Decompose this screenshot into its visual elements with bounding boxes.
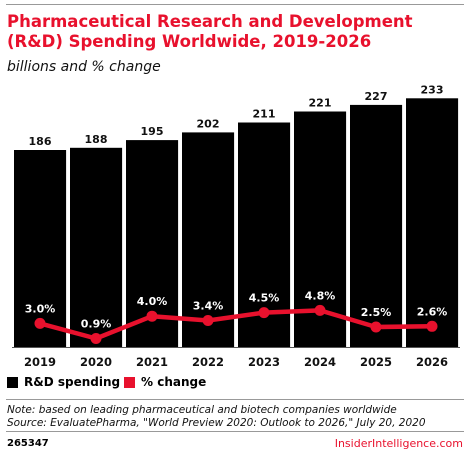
x-tick-label-2022: 2022 [192, 355, 224, 369]
pct-point-2024 [314, 304, 326, 316]
bar-value-label-2025: 227 [365, 90, 388, 103]
legend-swatch-pct-change [124, 376, 135, 388]
pct-value-label-2023: 4.5% [249, 292, 280, 305]
pct-point-2025 [370, 321, 382, 333]
x-tick-label-2025: 2025 [360, 355, 392, 369]
chart-canvas: 186 2019 188 2020 195 2021 202 2022 211 2023 221 20… [12, 83, 460, 369]
x-tick-label-2024: 2024 [304, 355, 336, 369]
bar-value-label-2023: 211 [253, 108, 276, 121]
brand-link[interactable]: InsiderIntelligence.com [334, 437, 463, 450]
pct-change-line [39, 308, 433, 341]
pct-point-2021 [146, 310, 158, 322]
bar-value-label-2026: 233 [421, 83, 444, 96]
chart-code: 265347 [7, 438, 49, 449]
pct-value-label-2019: 3.0% [25, 302, 56, 315]
bar-2020 [70, 147, 123, 347]
pct-point-2020 [90, 333, 102, 344]
pct-point-2026 [426, 320, 438, 332]
pct-value-label-2020: 0.9% [81, 318, 112, 331]
pct-point-2023 [258, 307, 270, 319]
pct-value-label-2022: 3.4% [193, 300, 224, 313]
pct-value-label-2025: 2.5% [361, 306, 392, 319]
bottom-rule [6, 431, 464, 432]
pct-value-label-2026: 2.6% [417, 305, 448, 318]
bar-value-label-2024: 221 [309, 97, 332, 110]
pct-value-label-2021: 4.0% [137, 295, 168, 308]
chart-subtitle: billions and % change [7, 59, 161, 75]
pct-value-label-2024: 4.8% [305, 289, 336, 302]
legend-swatch-rd-spending [7, 376, 18, 388]
bar-2022 [182, 132, 235, 347]
x-tick-label-2026: 2026 [416, 355, 448, 369]
chart-title: Pharmaceutical Research and Development … [7, 12, 413, 51]
bar-value-label-2021: 195 [141, 125, 164, 138]
bar-value-label-2019: 186 [29, 135, 52, 148]
pct-point-2019 [34, 317, 46, 329]
top-rule [6, 4, 464, 5]
x-tick-label-2019: 2019 [24, 355, 56, 369]
footer-rule [6, 399, 464, 400]
pct-point-2022 [202, 315, 214, 326]
x-tick-label-2020: 2020 [80, 355, 112, 369]
bar-2019 [14, 150, 67, 347]
legend-item-rd-spending: R&D spending [7, 374, 120, 390]
x-tick-label-2021: 2021 [136, 355, 168, 369]
bar-2025 [350, 104, 403, 348]
footer-note: Note: based on leading pharmaceutical an… [7, 404, 397, 416]
x-tick-label-2023: 2023 [248, 355, 280, 369]
bar-value-label-2022: 202 [197, 117, 220, 130]
footer-source: Source: EvaluatePharma, "World Preview 2… [7, 417, 426, 429]
bar-2026 [406, 98, 459, 347]
legend-item-pct-change: % change [124, 374, 206, 390]
bar-value-label-2020: 188 [85, 133, 108, 146]
legend-label-rd-spending: R&D spending [24, 375, 121, 389]
legend-label-pct-change: % change [141, 375, 207, 389]
